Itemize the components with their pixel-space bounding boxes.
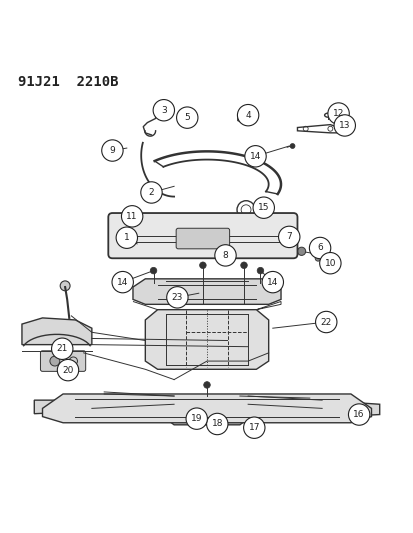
Circle shape (153, 100, 174, 121)
Circle shape (309, 237, 330, 259)
Circle shape (185, 408, 207, 430)
Circle shape (199, 262, 206, 269)
Circle shape (57, 359, 78, 381)
Circle shape (333, 115, 355, 136)
Polygon shape (145, 310, 268, 369)
Text: 91J21  2210B: 91J21 2210B (18, 75, 118, 90)
Circle shape (206, 413, 228, 435)
Circle shape (50, 356, 59, 366)
Polygon shape (43, 394, 370, 423)
Circle shape (261, 271, 283, 293)
Text: 8: 8 (222, 251, 228, 260)
Circle shape (314, 255, 320, 261)
Text: 14: 14 (117, 278, 128, 287)
Circle shape (140, 182, 162, 203)
Circle shape (283, 237, 290, 243)
Text: 4: 4 (245, 111, 250, 120)
Circle shape (240, 262, 247, 269)
Text: 15: 15 (257, 203, 269, 212)
Polygon shape (133, 279, 280, 304)
Circle shape (166, 287, 188, 308)
Circle shape (277, 248, 284, 255)
Circle shape (277, 217, 284, 223)
FancyBboxPatch shape (176, 228, 229, 249)
Text: 18: 18 (211, 419, 223, 429)
Circle shape (244, 146, 266, 167)
Text: 19: 19 (190, 414, 202, 423)
Circle shape (176, 107, 197, 128)
Text: 14: 14 (249, 152, 261, 161)
Circle shape (243, 417, 264, 438)
Text: 7: 7 (286, 232, 292, 241)
Circle shape (121, 248, 128, 255)
Circle shape (112, 271, 133, 293)
Circle shape (52, 338, 73, 359)
Text: 10: 10 (324, 259, 335, 268)
Text: 9: 9 (109, 146, 115, 155)
Circle shape (327, 103, 349, 124)
Text: 1: 1 (123, 233, 129, 242)
Circle shape (203, 382, 210, 388)
Circle shape (121, 206, 142, 227)
Circle shape (252, 197, 274, 219)
Circle shape (60, 281, 70, 291)
Text: 2: 2 (148, 188, 154, 197)
FancyBboxPatch shape (108, 213, 297, 259)
Circle shape (214, 245, 236, 266)
Circle shape (319, 253, 340, 274)
Text: 20: 20 (62, 366, 74, 375)
Text: 14: 14 (266, 278, 278, 287)
Circle shape (121, 217, 128, 223)
Circle shape (237, 104, 258, 126)
Circle shape (315, 311, 336, 333)
Polygon shape (166, 396, 247, 425)
Circle shape (256, 268, 263, 274)
Text: 23: 23 (171, 293, 183, 302)
Polygon shape (34, 400, 104, 414)
Circle shape (116, 227, 137, 248)
Text: 5: 5 (184, 113, 190, 122)
Circle shape (297, 247, 305, 255)
Polygon shape (317, 400, 379, 418)
Text: 3: 3 (161, 106, 166, 115)
Circle shape (278, 226, 299, 248)
Circle shape (290, 143, 294, 149)
Text: 12: 12 (332, 109, 344, 118)
Text: 6: 6 (316, 244, 322, 253)
Text: 21: 21 (57, 344, 68, 353)
Text: 17: 17 (248, 423, 259, 432)
Text: 22: 22 (320, 318, 331, 327)
Text: 11: 11 (126, 212, 138, 221)
Circle shape (150, 268, 157, 274)
Text: 13: 13 (338, 121, 350, 130)
Circle shape (348, 404, 369, 425)
Circle shape (135, 216, 143, 224)
Circle shape (218, 249, 224, 256)
Circle shape (102, 140, 123, 161)
FancyBboxPatch shape (40, 351, 85, 372)
Text: 16: 16 (353, 410, 364, 419)
Polygon shape (22, 318, 92, 345)
